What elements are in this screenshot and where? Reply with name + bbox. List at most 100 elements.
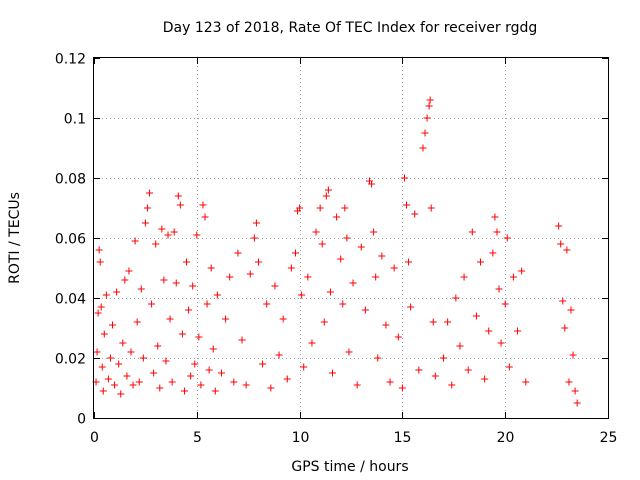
x-tick-label: 10 [292, 430, 310, 446]
data-point [164, 231, 172, 239]
data-point [152, 240, 160, 248]
data-point [242, 381, 250, 389]
data-point [503, 234, 511, 242]
data-point [326, 288, 334, 296]
data-point [156, 384, 164, 392]
data-point [361, 306, 369, 314]
data-point [267, 384, 275, 392]
data-point [205, 366, 213, 374]
data-point [368, 180, 376, 188]
data-point [567, 306, 575, 314]
data-point [111, 381, 119, 389]
data-point [440, 354, 448, 362]
data-point [308, 339, 316, 347]
data-point [555, 222, 563, 230]
x-axis-label: GPS time / hours [291, 459, 408, 475]
data-point [195, 333, 203, 341]
data-point [415, 366, 423, 374]
data-point [569, 351, 577, 359]
data-point [150, 369, 158, 377]
data-point [238, 336, 246, 344]
data-point [160, 276, 168, 284]
data-point [189, 282, 197, 290]
data-point [497, 339, 505, 347]
data-point [320, 318, 328, 326]
data-point [275, 351, 283, 359]
data-point [201, 213, 209, 221]
data-point [191, 360, 199, 368]
data-point [357, 243, 365, 251]
data-point [291, 249, 299, 257]
data-point [425, 102, 433, 110]
data-point [254, 258, 262, 266]
data-point [407, 303, 415, 311]
data-point [491, 213, 499, 221]
data-point [400, 174, 408, 182]
data-point [207, 264, 215, 272]
data-point [448, 381, 456, 389]
data-point [176, 201, 184, 209]
y-tick-label: 0.02 [55, 352, 86, 368]
data-point [217, 369, 225, 377]
data-point [394, 333, 402, 341]
data-point [390, 264, 398, 272]
grid [94, 58, 608, 418]
data-point [97, 303, 105, 311]
data-point [96, 258, 104, 266]
data-point [403, 201, 411, 209]
data-point [99, 387, 107, 395]
y-axis-label: ROTI / TECUs [7, 192, 23, 284]
data-point [298, 291, 306, 299]
data-point [382, 321, 390, 329]
data-point [203, 300, 211, 308]
ticks: 0 0.02 0.04 0.06 0.08 0.1 0.12 0 5 10 15 20 25 [55, 52, 618, 447]
data-point [300, 363, 308, 371]
data-point [100, 330, 108, 338]
data-point [522, 378, 530, 386]
data-point [172, 279, 180, 287]
data-point [509, 273, 517, 281]
data-point [259, 360, 267, 368]
data-point [372, 273, 380, 281]
data-point [518, 267, 526, 275]
chart-title: Day 123 of 2018, Rate Of TEC Index for r… [163, 20, 538, 36]
data-point [141, 219, 149, 227]
data-point [121, 276, 129, 284]
data-point [125, 267, 133, 275]
data-point [154, 342, 162, 350]
data-point [129, 381, 137, 389]
data-point [419, 144, 427, 152]
data-point [559, 297, 567, 305]
data-point [162, 357, 170, 365]
data-point [405, 258, 413, 266]
data-point [104, 375, 112, 383]
data-point [174, 192, 182, 200]
data-point [211, 387, 219, 395]
scatter-points [92, 96, 581, 407]
data-point [345, 348, 353, 356]
data-point [489, 249, 497, 257]
data-point [234, 249, 242, 257]
data-point [444, 318, 452, 326]
data-point [464, 366, 472, 374]
data-point [378, 252, 386, 260]
data-point [349, 279, 357, 287]
data-point [386, 378, 394, 386]
data-point [127, 348, 135, 356]
data-point [468, 228, 476, 236]
data-point [143, 204, 151, 212]
data-point [133, 318, 141, 326]
data-point [353, 381, 361, 389]
data-point [337, 255, 345, 263]
data-point [197, 381, 205, 389]
data-point [431, 372, 439, 380]
data-point [460, 273, 468, 281]
data-point [213, 291, 221, 299]
x-tick-label: 0 [90, 430, 99, 446]
y-tick-label: 0.08 [55, 172, 86, 188]
data-point [514, 327, 522, 335]
data-point [339, 300, 347, 308]
data-point [94, 309, 102, 317]
data-point [230, 378, 238, 386]
